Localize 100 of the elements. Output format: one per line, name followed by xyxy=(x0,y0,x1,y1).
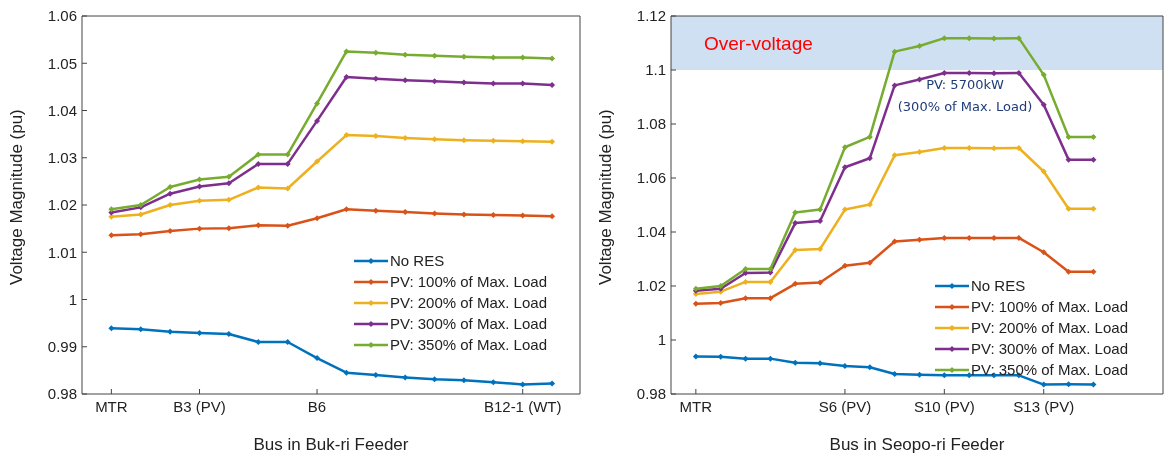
point xyxy=(196,197,203,204)
point xyxy=(225,196,232,203)
point xyxy=(196,330,203,337)
y-tick-label: 1.05 xyxy=(47,54,77,72)
point xyxy=(767,265,774,272)
point xyxy=(1040,101,1047,108)
legend-label: PV: 350% of Max. Load xyxy=(970,361,1128,378)
point xyxy=(343,206,350,213)
point xyxy=(108,213,115,220)
x-tick-label: S13 (PV) xyxy=(1013,397,1075,415)
point xyxy=(519,212,526,219)
point xyxy=(196,225,203,232)
point xyxy=(519,54,526,61)
point xyxy=(431,136,438,143)
y-tick-label: 0.99 xyxy=(47,338,77,356)
x-tick-label: MTR xyxy=(679,397,713,415)
point xyxy=(1090,381,1097,388)
point xyxy=(717,300,724,307)
y-axis-title: Voltage Magnitude (pu) xyxy=(7,109,27,285)
point xyxy=(225,180,232,187)
point xyxy=(692,300,699,307)
x-tick-label: S10 (PV) xyxy=(913,397,975,415)
point xyxy=(490,211,497,218)
point xyxy=(1090,205,1097,212)
y-tick-label: 1 xyxy=(657,331,666,349)
point xyxy=(841,206,848,213)
point xyxy=(431,78,438,85)
point xyxy=(1065,268,1072,275)
point xyxy=(549,213,556,220)
y-tick-label: 1.02 xyxy=(636,277,666,295)
point xyxy=(817,246,824,253)
point xyxy=(767,355,774,362)
point xyxy=(916,371,923,378)
point xyxy=(941,35,948,42)
point xyxy=(549,380,556,387)
point xyxy=(255,160,262,167)
y-tick-label: 1.1 xyxy=(645,61,666,79)
point xyxy=(137,211,144,218)
annotation: PV: 5700kW (300% of Max. Load) xyxy=(896,76,1034,116)
point xyxy=(1065,381,1072,388)
x-axis-title: Bus in Seopo-ri Feeder xyxy=(829,435,1005,454)
point xyxy=(891,371,898,378)
point xyxy=(431,210,438,217)
point xyxy=(866,364,873,371)
y-tick-label: 1.12 xyxy=(636,7,666,25)
point xyxy=(742,295,749,302)
point xyxy=(916,76,923,83)
point xyxy=(1040,249,1047,256)
point xyxy=(314,158,321,165)
point xyxy=(991,35,998,42)
point xyxy=(402,374,409,381)
point xyxy=(255,339,262,346)
point xyxy=(284,185,291,192)
legend-label: PV: 200% of Max. Load xyxy=(970,319,1128,336)
point xyxy=(372,49,379,56)
point xyxy=(792,280,799,287)
point xyxy=(402,51,409,58)
point xyxy=(167,190,174,197)
point xyxy=(314,355,321,362)
y-axis-title: Voltage Magnitude (pu) xyxy=(596,109,616,285)
point xyxy=(343,73,350,80)
point xyxy=(817,360,824,367)
point xyxy=(1040,168,1047,175)
point xyxy=(742,265,749,272)
point xyxy=(196,183,203,190)
y-tick-label: 1.06 xyxy=(636,169,666,187)
x-tick-label: S6 (PV) xyxy=(818,397,872,415)
point xyxy=(1090,156,1097,163)
point xyxy=(841,164,848,171)
point xyxy=(549,138,556,145)
y-tick-label: 1.03 xyxy=(47,149,77,167)
point xyxy=(255,184,262,191)
point xyxy=(549,55,556,62)
point xyxy=(372,207,379,214)
point xyxy=(866,133,873,140)
point xyxy=(137,326,144,333)
y-tick-label: 1.06 xyxy=(47,7,77,25)
point xyxy=(941,372,948,379)
point xyxy=(866,259,873,266)
point xyxy=(460,79,467,86)
point xyxy=(891,82,898,89)
point xyxy=(167,184,174,191)
point xyxy=(490,137,497,144)
x-axis-title: Bus in Buk-ri Feeder xyxy=(253,435,409,454)
point xyxy=(284,222,291,229)
point xyxy=(891,48,898,55)
point xyxy=(866,155,873,162)
point xyxy=(792,220,799,227)
point xyxy=(519,381,526,388)
point xyxy=(966,35,973,42)
legend-label: PV: 100% of Max. Load xyxy=(389,273,547,290)
legend-label: PV: 300% of Max. Load xyxy=(970,340,1128,357)
legend-label: PV: 350% of Max. Load xyxy=(389,336,547,353)
point xyxy=(817,279,824,286)
x-tick-label: B3 (PV) xyxy=(173,397,226,415)
point xyxy=(343,369,350,376)
point xyxy=(792,209,799,216)
point xyxy=(841,262,848,269)
point xyxy=(167,328,174,335)
point xyxy=(519,80,526,87)
